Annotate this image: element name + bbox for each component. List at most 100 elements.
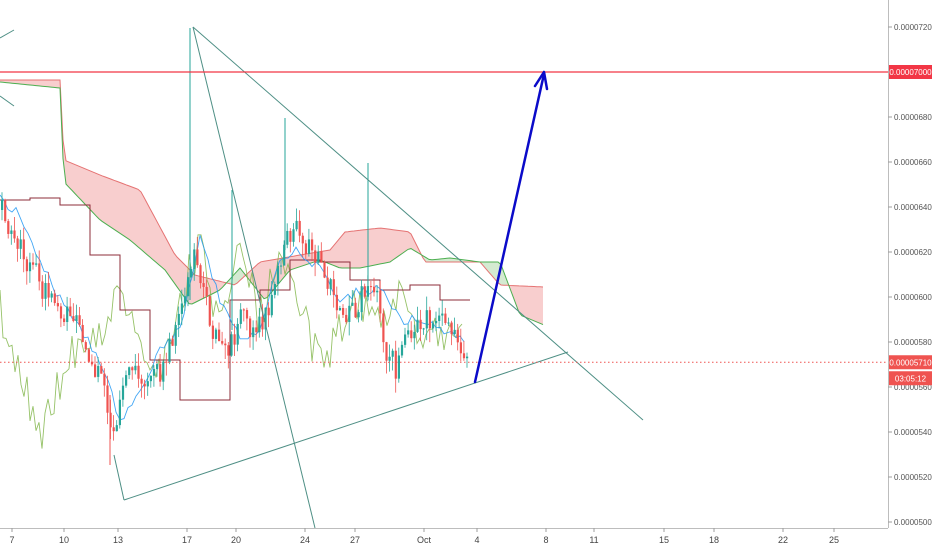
plot-area[interactable] — [0, 27, 888, 528]
candle-body — [41, 281, 43, 298]
candle-body — [137, 366, 139, 379]
candle-body — [451, 323, 453, 335]
candle-body — [429, 310, 431, 328]
candle-body — [100, 366, 102, 374]
projection-arrow-shaft[interactable] — [475, 74, 544, 382]
candle-body — [94, 364, 96, 377]
candle-body — [125, 375, 127, 386]
x-tick-label: 8 — [543, 535, 548, 545]
candle-body — [44, 283, 46, 299]
candle-body — [423, 328, 425, 329]
candle-body — [330, 279, 332, 289]
candle-body — [85, 342, 87, 349]
candle-body — [407, 330, 409, 334]
candle-body — [398, 355, 400, 378]
candle-body — [72, 316, 74, 321]
candle-body — [32, 262, 34, 264]
candle-body — [7, 221, 9, 234]
candle-body — [308, 239, 310, 254]
candle-body — [168, 339, 170, 363]
candle-body — [63, 318, 65, 322]
x-tick-label: 22 — [778, 535, 788, 545]
candle-body — [218, 330, 220, 341]
candle-body — [103, 374, 105, 386]
target-price-badge-text: 0.00007000 — [889, 68, 932, 77]
candle-body — [379, 291, 381, 314]
candle-body — [249, 319, 251, 338]
candle-body — [26, 259, 28, 271]
ascending-trendline[interactable] — [124, 352, 568, 500]
candle-body — [444, 314, 446, 323]
candle-body — [209, 296, 211, 325]
candle-body — [187, 277, 189, 296]
candle-body — [20, 239, 22, 248]
left-edge-line-upper[interactable] — [0, 30, 14, 38]
candle-body — [165, 362, 167, 363]
candle-body — [159, 364, 161, 382]
x-tick-label: 11 — [589, 535, 598, 545]
candle-body — [60, 306, 62, 318]
candle-body — [305, 243, 307, 254]
candle-body — [342, 308, 344, 315]
candle-body — [175, 325, 177, 346]
x-tick-label: 13 — [113, 535, 123, 545]
candle-body — [348, 306, 350, 322]
candle-body — [156, 364, 158, 369]
descending-trendline[interactable] — [193, 27, 643, 420]
candle-body — [75, 315, 77, 321]
candle-body — [88, 349, 90, 361]
candle-body — [466, 357, 468, 359]
candle-body — [66, 307, 68, 323]
candle-body — [336, 295, 338, 310]
candle-body — [447, 323, 449, 324]
candle-body — [392, 351, 394, 357]
candle-body — [320, 252, 322, 263]
candle-body — [122, 386, 124, 400]
candle-body — [261, 317, 263, 330]
candle-body — [311, 239, 313, 250]
candle-body — [82, 325, 84, 342]
x-tick-label: 20 — [231, 535, 241, 545]
candle-body — [215, 330, 217, 339]
triangle-base-tick[interactable] — [114, 455, 124, 500]
candle-body — [35, 263, 37, 264]
candle-body — [410, 330, 412, 338]
candle-body — [234, 334, 236, 344]
candle-body — [333, 279, 335, 295]
candle-body — [150, 376, 152, 381]
candle-body — [38, 263, 40, 281]
candle-body — [296, 221, 298, 229]
candle-body — [361, 286, 363, 312]
candle-body — [23, 239, 25, 259]
candle-body — [119, 400, 121, 425]
candle-body — [178, 314, 180, 325]
cloud-bullish-area — [225, 268, 243, 285]
candle-body — [435, 321, 437, 323]
candle-body — [1, 200, 3, 210]
candle-body — [354, 303, 356, 318]
candle-body — [172, 339, 174, 346]
candle-body — [243, 309, 245, 310]
x-tick-label: 18 — [709, 535, 719, 545]
candle-body — [382, 313, 384, 342]
candle-body — [221, 341, 223, 344]
candle-body — [69, 307, 71, 317]
left-edge-line-lower[interactable] — [0, 96, 14, 106]
candle-body — [277, 266, 279, 284]
x-tick-label: 4 — [474, 535, 479, 545]
y-tick-label: 0.00007200 — [894, 23, 932, 32]
candle-body — [113, 427, 115, 431]
candle-body — [106, 385, 108, 412]
triangle-left-edge[interactable] — [193, 27, 315, 528]
candle-body — [323, 263, 325, 278]
candle-body — [302, 236, 304, 244]
candle-body — [51, 293, 53, 297]
candle-body — [274, 284, 276, 295]
